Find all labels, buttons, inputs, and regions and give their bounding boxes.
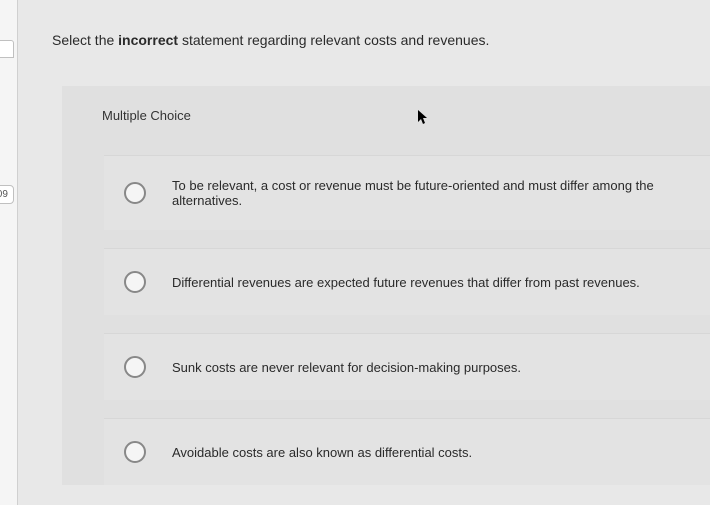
page-container: :09 Select the incorrect statement regar…: [0, 0, 710, 505]
option-row[interactable]: Avoidable costs are also known as differ…: [104, 418, 710, 485]
question-prefix: Select the: [52, 32, 118, 48]
option-text: To be relevant, a cost or revenue must b…: [172, 178, 700, 208]
option-row[interactable]: Sunk costs are never relevant for decisi…: [104, 333, 710, 400]
option-text: Avoidable costs are also known as differ…: [172, 445, 472, 460]
option-row[interactable]: Differential revenues are expected futur…: [104, 248, 710, 315]
options-container: To be relevant, a cost or revenue must b…: [102, 155, 710, 485]
left-sidebar: :09: [0, 0, 18, 505]
section-title: Multiple Choice: [102, 108, 710, 123]
nav-tab[interactable]: [0, 40, 14, 58]
radio-button[interactable]: [124, 271, 146, 293]
radio-button[interactable]: [124, 182, 146, 204]
option-row[interactable]: To be relevant, a cost or revenue must b…: [104, 155, 710, 230]
option-text: Differential revenues are expected futur…: [172, 275, 640, 290]
answer-section: Multiple Choice To be relevant, a cost o…: [62, 86, 710, 485]
main-content: Select the incorrect statement regarding…: [18, 0, 710, 505]
question-prompt: Select the incorrect statement regarding…: [52, 32, 710, 48]
question-suffix: statement regarding relevant costs and r…: [178, 32, 489, 48]
radio-button[interactable]: [124, 441, 146, 463]
option-text: Sunk costs are never relevant for decisi…: [172, 360, 521, 375]
question-emphasis: incorrect: [118, 32, 178, 48]
timer-badge: :09: [0, 185, 14, 204]
radio-button[interactable]: [124, 356, 146, 378]
